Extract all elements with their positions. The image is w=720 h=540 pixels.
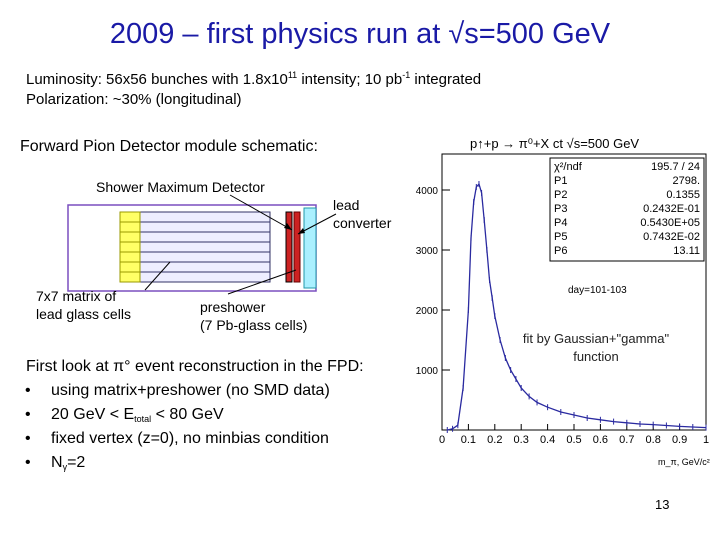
preshower-pointer xyxy=(227,269,297,295)
bullet-text: 20 GeV < E xyxy=(51,406,135,423)
mass-histogram: p↑+p → π⁰+X ct √s=500 GeV χ²/ndf 195.7 / … xyxy=(416,136,710,467)
x-axis-ticks: 0 0.1 0.2 0.3 0.4 0.5 0.6 0.7 0.8 0.9 1 xyxy=(439,424,709,446)
stats-value: 0.2432E-01 xyxy=(643,203,700,215)
bullet-text: < 80 GeV xyxy=(151,406,224,423)
smd-pointer xyxy=(229,194,293,231)
y-axis-ticks: 1000 2000 3000 4000 xyxy=(416,186,450,377)
bullet-subscript: γ xyxy=(62,462,68,472)
lead-glass-matrix xyxy=(119,211,271,283)
bullet-list: • using matrix+preshower (no SMD data) • 2… xyxy=(20,379,330,475)
matrix-pointer xyxy=(144,261,171,291)
converter-label: converter xyxy=(333,215,392,231)
bullet-dot: • xyxy=(25,406,31,423)
y-tick-label: 1000 xyxy=(416,366,439,377)
stats-value: 2798. xyxy=(672,175,700,187)
stats-value: 0.5430E+05 xyxy=(640,217,700,229)
bullet-text: N xyxy=(51,454,63,471)
bullet-text: using matrix+preshower (no SMD data) xyxy=(51,382,330,399)
x-tick-label: 0.4 xyxy=(540,434,555,446)
preshower-label-1: preshower xyxy=(200,299,266,315)
page-number: 13 xyxy=(655,497,670,512)
stats-name: P6 xyxy=(554,245,567,257)
x-tick-label: 0.8 xyxy=(646,434,661,446)
lumi-text-a: Luminosity: 56x56 bunches with 1.8x10 xyxy=(26,71,288,88)
x-tick-label: 0.1 xyxy=(461,434,476,446)
x-tick-label: 0.9 xyxy=(672,434,687,446)
lumi-text-b: intensity; 10 pb xyxy=(297,71,403,88)
smd-label: Shower Maximum Detector xyxy=(96,179,265,195)
x-tick-label: 0 xyxy=(439,434,445,446)
matrix-label-2: lead glass cells xyxy=(36,306,131,322)
lumi-text-c: integrated xyxy=(410,71,482,88)
x-axis-label: m_π, GeV/c² xyxy=(658,457,710,467)
stats-name: χ²/ndf xyxy=(554,161,583,173)
bullet-item: • using matrix+preshower (no SMD data) xyxy=(20,379,330,403)
stats-value: 0.7432E-02 xyxy=(643,231,700,243)
fit-note-line-1: fit by Gaussian+"gamma" xyxy=(522,331,670,346)
y-tick-label: 3000 xyxy=(416,246,439,257)
x-tick-label: 0.7 xyxy=(619,434,634,446)
x-tick-label: 0.2 xyxy=(487,434,502,446)
shower-max-detector xyxy=(293,211,301,283)
stats-box xyxy=(549,157,705,262)
lead-converter xyxy=(285,211,293,283)
x-tick-label: 0.5 xyxy=(566,434,581,446)
polarization-line: Polarization: ~30% (longitudinal) xyxy=(26,91,242,108)
lumi-exponent: 11 xyxy=(287,70,298,80)
bullet-text: fixed vertex (z=0), no minbias condition xyxy=(51,430,329,447)
stats-name: P4 xyxy=(554,217,567,229)
fpd-schematic xyxy=(67,194,337,295)
stats-name: P5 xyxy=(554,231,567,243)
lead-pointer xyxy=(297,213,337,235)
bullet-dot: • xyxy=(25,430,31,447)
x-tick-label: 0.3 xyxy=(514,434,529,446)
plot-title: p↑+p → π⁰+X ct √s=500 GeV xyxy=(470,136,639,151)
stats-name: P1 xyxy=(554,175,567,187)
stats-rows: χ²/ndf 195.7 / 24 P1 2798. P2 0.1355 P3 0.2432E… xyxy=(554,161,700,257)
bullet-dot: • xyxy=(25,454,31,471)
preshower-layer xyxy=(303,207,317,289)
stats-value: 0.1355 xyxy=(666,189,700,201)
y-tick-label: 2000 xyxy=(416,306,439,317)
x-tick-label: 0.6 xyxy=(593,434,608,446)
luminosity-line: Luminosity: 56x56 bunches with 1.8x1011 … xyxy=(26,70,481,90)
bullet-item: • Nγ=2 xyxy=(20,451,330,475)
lumi-unit-exponent: -1 xyxy=(402,70,411,80)
stats-name: P3 xyxy=(554,203,567,215)
preshower-label-2: (7 Pb-glass cells) xyxy=(200,317,308,333)
matrix-label-1: 7x7 matrix of xyxy=(36,288,117,304)
bullet-dot: • xyxy=(25,382,31,399)
bullet-text: =2 xyxy=(67,454,86,471)
stats-value: 13.11 xyxy=(673,245,700,257)
bullet-subscript: total xyxy=(134,414,152,424)
day-label: day=101-103 xyxy=(568,285,627,296)
fit-note-line-2: function xyxy=(573,349,619,364)
slide-title: 2009 – first physics run at √s=500 GeV xyxy=(109,18,611,50)
bullet-item: • 20 GeV < Etotal < 80 GeV xyxy=(20,403,330,427)
fit-note: fit by Gaussian+"gamma" function xyxy=(496,330,696,366)
first-look-heading: First look at π° event reconstruction in… xyxy=(26,358,364,375)
stats-value: 195.7 / 24 xyxy=(651,161,700,173)
bullet-item: • fixed vertex (z=0), no minbias conditio… xyxy=(20,427,330,451)
schematic-heading: Forward Pion Detector module schematic: xyxy=(20,138,318,155)
phototubes xyxy=(119,211,141,283)
lead-label: lead xyxy=(333,197,360,213)
y-tick-label: 4000 xyxy=(416,186,439,197)
stats-name: P2 xyxy=(554,189,567,201)
histogram-series xyxy=(446,181,707,433)
x-tick-label: 1 xyxy=(703,434,709,446)
